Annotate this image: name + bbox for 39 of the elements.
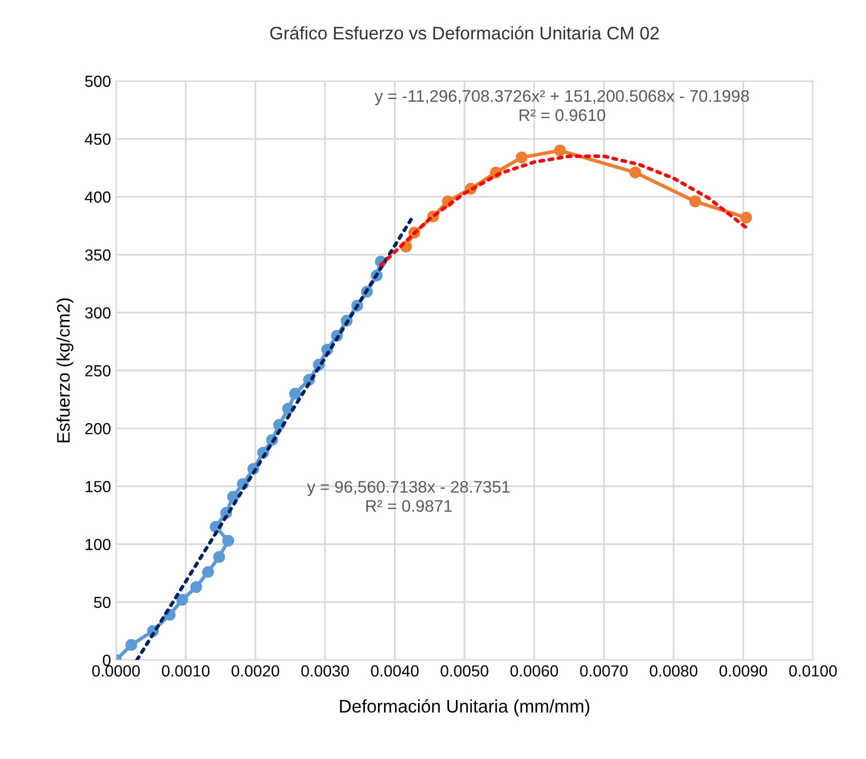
point: [740, 212, 752, 224]
point: [689, 196, 702, 208]
point: [176, 594, 188, 606]
x-axis-title: Deformación Unitaria (mm/mm): [340, 699, 590, 716]
x-tick-label: 0.0010: [162, 665, 210, 677]
x-tick-label: 0.0040: [371, 665, 419, 677]
y-axis-title: Esfuerzo (kg/cm2): [56, 298, 74, 442]
y-tick-label: 350: [85, 249, 111, 261]
y-tick-label: 250: [85, 365, 111, 376]
x-tick-label: 0.0060: [510, 665, 558, 677]
point: [202, 566, 214, 578]
y-tick-label: 400: [84, 191, 111, 203]
point: [125, 639, 138, 651]
y-tick-label: 450: [84, 134, 111, 145]
x-tick-label: 0.0100: [789, 665, 837, 677]
annotation: y = -11,296,708.3726x² + 151,200.5068x - 70.1998 R² = 0.9610: [374, 90, 749, 122]
y-tick-label: 200: [85, 423, 111, 434]
point: [554, 144, 566, 156]
y-tick-label: 50: [94, 596, 111, 608]
point: [289, 388, 302, 400]
y-tick-label: 150: [86, 480, 111, 492]
y-tick-label: 100: [86, 538, 111, 550]
point: [213, 551, 226, 563]
x-tick-label: 0.0080: [650, 665, 698, 677]
point: [222, 534, 234, 547]
chart-title: Gráfico Esfuerzo vs Deformación Unitaria CM 02: [270, 26, 659, 40]
point: [190, 581, 202, 593]
x-tick-label: 0.0020: [232, 665, 280, 677]
y-tick-label: 500: [85, 76, 111, 87]
y-tick-label: 0: [102, 654, 111, 666]
x-tick-label: 0.0050: [440, 665, 488, 677]
point: [516, 152, 528, 164]
annotation: y = 96,560.7138x - 28.7351 R² = 0.9871: [307, 480, 510, 512]
point: [629, 166, 642, 178]
y-tick-label: 300: [85, 307, 111, 319]
x-tick-label: 0.0090: [720, 665, 768, 677]
x-tick-label: 0.0030: [301, 665, 349, 677]
x-tick-label: 0.0070: [580, 665, 628, 677]
x-tick-label: 0.0000: [92, 665, 140, 677]
